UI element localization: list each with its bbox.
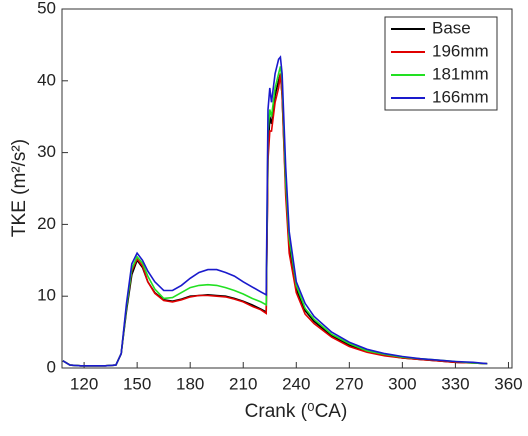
x-tick-label: 330 [441, 374, 469, 393]
x-tick-label: 120 [70, 374, 98, 393]
y-tick-label: 40 [37, 70, 56, 89]
legend-box [384, 16, 498, 111]
x-axis-label: Crank (⁰CA) [245, 401, 348, 422]
legend-label: 196mm [432, 41, 489, 60]
x-tick-label: 210 [229, 374, 257, 393]
x-tick-label: 240 [282, 374, 310, 393]
series-line [62, 66, 488, 367]
series-line [62, 73, 488, 367]
series-line [62, 73, 488, 367]
y-tick-label: 0 [47, 357, 56, 376]
x-tick-label: 300 [388, 374, 416, 393]
legend-label: 166mm [432, 87, 489, 106]
y-tick-label: 30 [37, 142, 56, 161]
x-tick-label: 270 [335, 374, 363, 393]
x-tick-label: 150 [123, 374, 151, 393]
plot-frame [61, 8, 513, 369]
y-tick-label: 50 [37, 0, 56, 17]
legend-label: Base [432, 18, 471, 37]
x-tick-label: 360 [494, 374, 522, 393]
y-tick-label: 20 [37, 214, 56, 233]
y-tick-label: 10 [37, 286, 56, 305]
x-tick-label: 180 [176, 374, 204, 393]
series-line [62, 55, 488, 367]
legend-label: 181mm [432, 64, 489, 83]
y-axis-label: TKE (m²/s²) [9, 139, 30, 237]
